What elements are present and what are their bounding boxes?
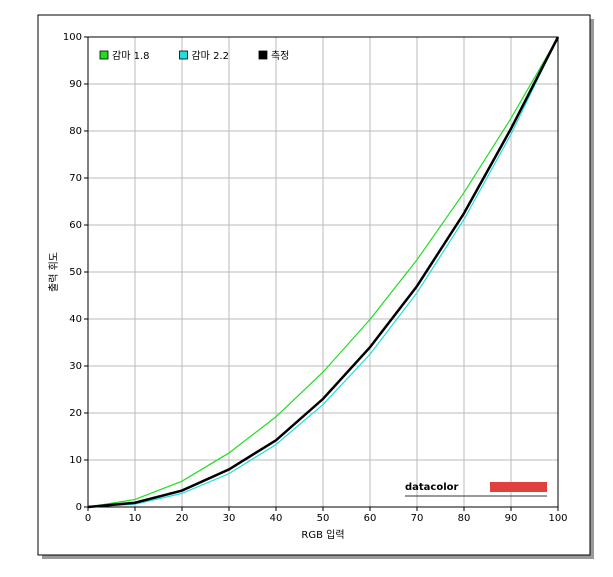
x-tick-label: 0 (85, 513, 91, 524)
series-line (87, 36, 559, 508)
x-tick-label: 70 (411, 513, 424, 524)
y-tick-label: 60 (69, 220, 82, 231)
logo: datacolor (405, 482, 459, 493)
y-tick-label: 0 (76, 502, 82, 513)
y-tick-label: 50 (69, 267, 82, 278)
y-axis-label: 출력 휘도 (48, 252, 60, 292)
x-axis-label: RGB 입력 (301, 528, 344, 541)
y-tick-label: 100 (63, 32, 82, 43)
y-tick-label: 30 (69, 361, 82, 372)
y-tick-label: 90 (69, 79, 82, 90)
x-tick-label: 30 (223, 513, 236, 524)
plot-border (87, 36, 559, 508)
legend-swatch (179, 50, 188, 60)
series-line (87, 36, 559, 508)
x-tick-label: 80 (458, 513, 471, 524)
legend-label: 감마 2.2 (191, 50, 228, 62)
legend-label: 측정 (271, 50, 289, 62)
y-tick-label: 20 (69, 408, 82, 419)
y-tick-label: 10 (69, 455, 82, 466)
y-tick-label: 40 (69, 314, 82, 325)
y-tick-label: 80 (69, 126, 82, 137)
y-tick-label: 70 (69, 173, 82, 184)
logo-bar (490, 482, 547, 492)
x-tick-label: 40 (270, 513, 283, 524)
x-tick-label: 10 (129, 513, 142, 524)
x-tick-label: 50 (317, 513, 330, 524)
x-tick-label: 100 (548, 513, 567, 524)
legend-swatch (99, 50, 109, 60)
x-tick-label: 20 (176, 513, 189, 524)
x-tick-label: 60 (364, 513, 377, 524)
legend-swatch (258, 50, 268, 60)
series-line (87, 36, 560, 509)
frame (37, 14, 591, 556)
x-tick-label: 90 (505, 513, 518, 524)
legend-label: 감마 1.8 (112, 50, 149, 62)
